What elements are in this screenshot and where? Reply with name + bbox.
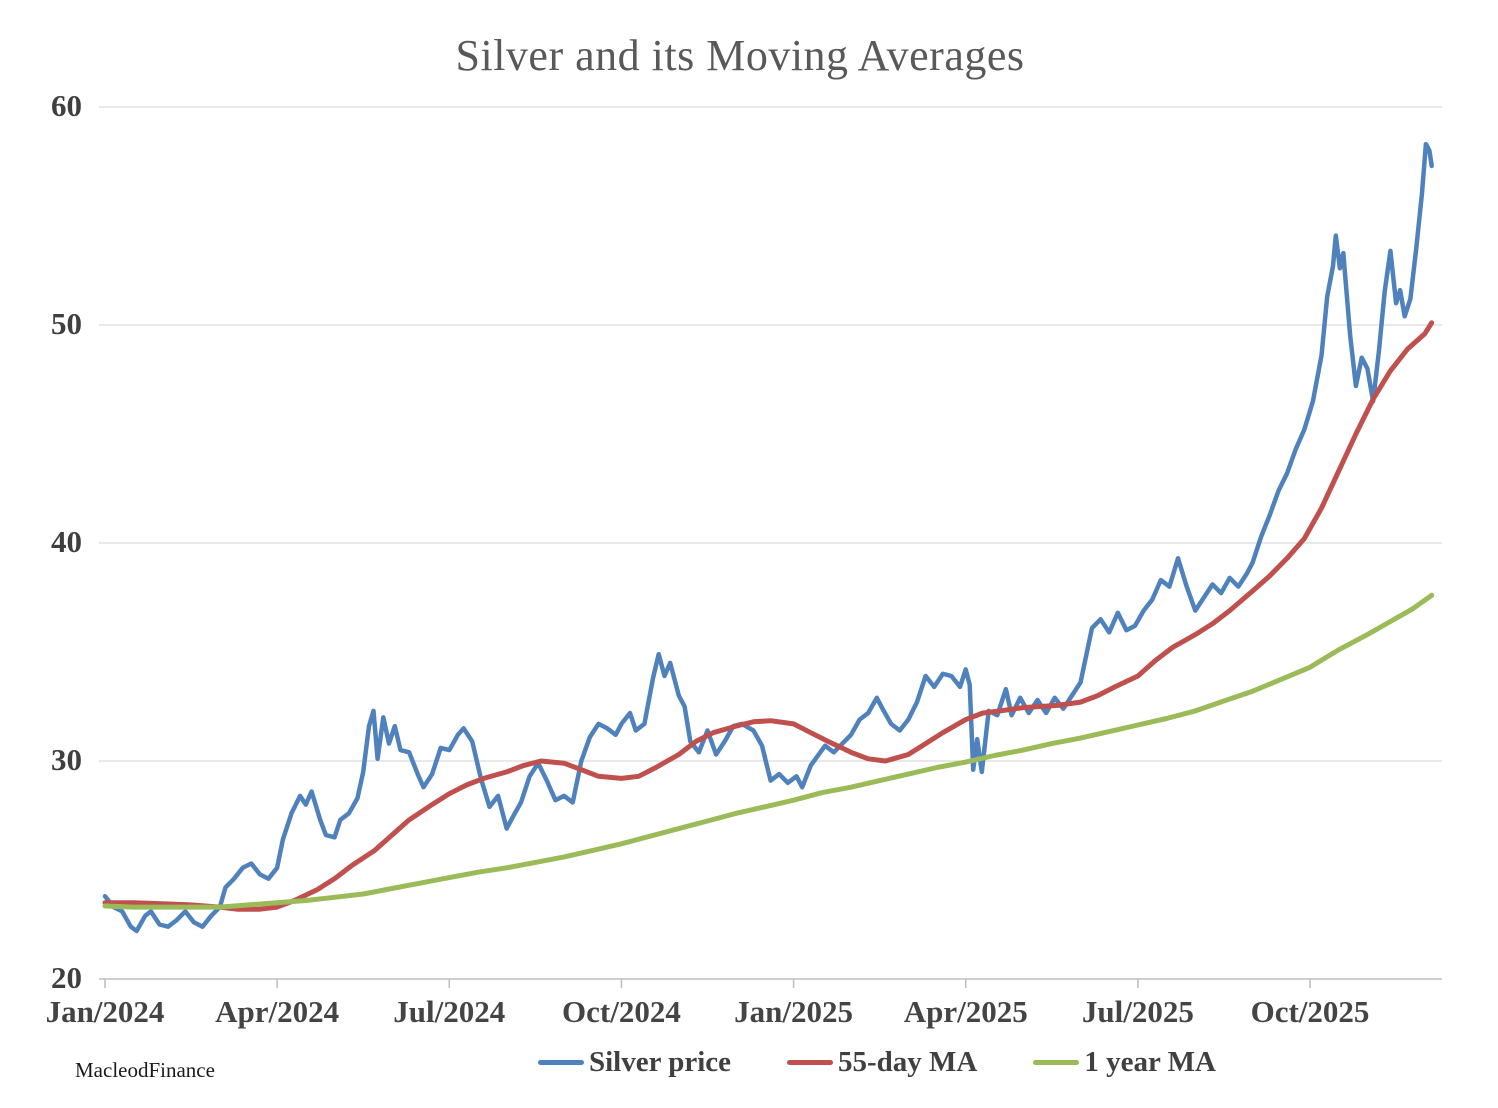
x-tick-label: Jan/2025 [734, 994, 853, 1029]
series-line-2 [102, 592, 1435, 910]
x-tick-label: Apr/2024 [215, 994, 340, 1029]
x-tick-label: Jan/2024 [45, 994, 165, 1029]
legend-label: Silver price [589, 1046, 732, 1078]
legend-dash-icon [538, 1060, 584, 1065]
legend-dash-icon [1033, 1060, 1080, 1065]
x-tick-label: Oct/2024 [562, 994, 681, 1029]
x-tick-label: Oct/2025 [1250, 994, 1370, 1029]
legend-item: Silver price [538, 1046, 731, 1079]
y-tick-label: 60 [51, 88, 82, 123]
y-tick-label: 20 [51, 960, 82, 995]
y-tick-label: 30 [51, 742, 82, 777]
y-tick-label: 40 [51, 524, 82, 559]
x-tick-label: Apr/2025 [903, 994, 1028, 1029]
x-tick-label: Jul/2024 [393, 994, 506, 1029]
legend-label: 1 year MA [1084, 1046, 1216, 1078]
legend-label: 55-day MA [838, 1046, 978, 1078]
legend-item: 55-day MA [787, 1046, 977, 1079]
x-tick-label: Jul/2025 [1081, 994, 1194, 1029]
legend-dash-icon [787, 1060, 834, 1065]
legend: Silver price 55-day MA 1 year MA [538, 1046, 1216, 1079]
series-line-0 [102, 141, 1434, 934]
legend-item: 1 year MA [1033, 1046, 1216, 1079]
chart-title: Silver and its Moving Averages [455, 31, 1025, 80]
watermark: MacleodFinance [75, 1058, 215, 1082]
series-line-1 [102, 320, 1435, 912]
y-tick-label: 50 [51, 306, 82, 341]
